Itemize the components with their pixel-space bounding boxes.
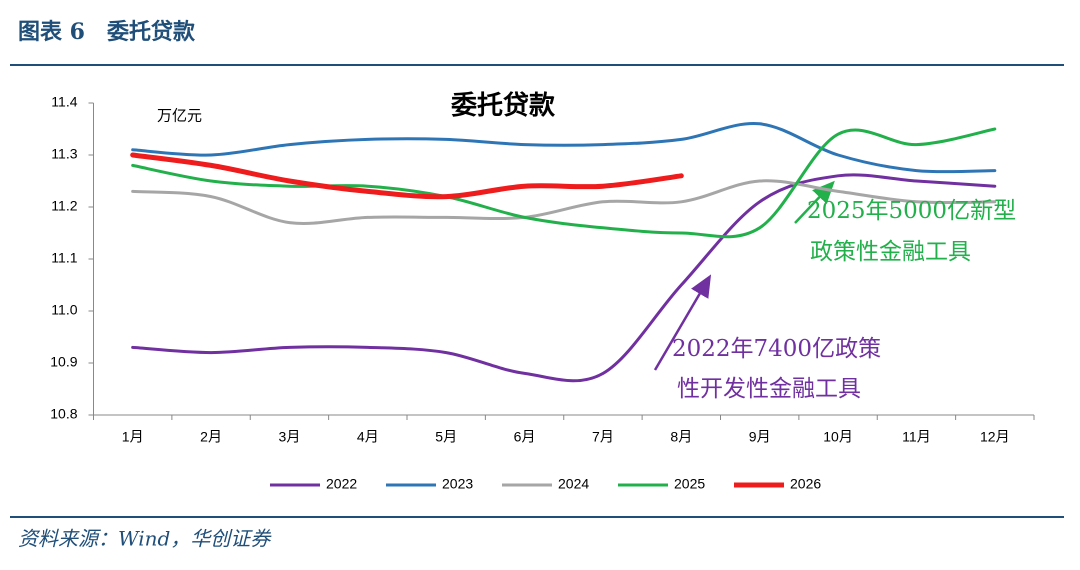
x-tick-label: 6月 <box>514 429 536 445</box>
legend-label: 2026 <box>790 476 821 492</box>
x-tick-label: 8月 <box>670 429 692 445</box>
chart-title: 委托贷款 <box>451 90 556 121</box>
x-tick-label: 7月 <box>592 429 614 445</box>
annotation: 2022年7400亿政策 <box>672 336 881 362</box>
x-tick-label: 3月 <box>279 429 301 445</box>
x-tick-label: 9月 <box>749 429 771 445</box>
legend-label: 2025 <box>674 476 705 492</box>
legend-label: 2022 <box>326 476 357 492</box>
arrow <box>653 274 712 371</box>
x-tick-label: 5月 <box>435 429 457 445</box>
x-tick-label: 1月 <box>122 429 144 445</box>
annotation: 性开发性金融工具 <box>677 376 861 402</box>
source-note: 资料来源：Wind，华创证券 <box>18 527 272 551</box>
y-tick-label: 10.9 <box>50 354 77 370</box>
y-tick-label: 11.1 <box>51 250 77 266</box>
annotation: 政策性金融工具 <box>810 239 971 265</box>
x-tick-label: 4月 <box>357 429 379 445</box>
x-tick-label: 12月 <box>980 429 1010 445</box>
arrow <box>794 180 835 224</box>
x-tick-label: 11月 <box>902 429 931 445</box>
y-tick-label: 11.2 <box>51 198 77 214</box>
series-line <box>131 173 997 383</box>
figure-title: 图表 6 委托贷款 <box>18 19 196 45</box>
y-unit: 万亿元 <box>157 107 202 125</box>
legend-label: 2024 <box>558 476 589 492</box>
y-tick-label: 11.3 <box>51 146 77 162</box>
series-line <box>130 152 684 200</box>
y-tick-label: 11.0 <box>51 302 77 318</box>
y-tick-label: 10.8 <box>50 406 77 422</box>
y-tick-label: 11.4 <box>51 94 77 110</box>
legend-label: 2023 <box>442 476 473 492</box>
annotation: 2025年5000亿新型 <box>807 198 1016 224</box>
series-line <box>131 179 997 225</box>
series-line <box>131 122 997 174</box>
x-tick-label: 2月 <box>200 429 222 445</box>
x-tick-label: 10月 <box>823 429 853 445</box>
series-line <box>131 127 997 239</box>
